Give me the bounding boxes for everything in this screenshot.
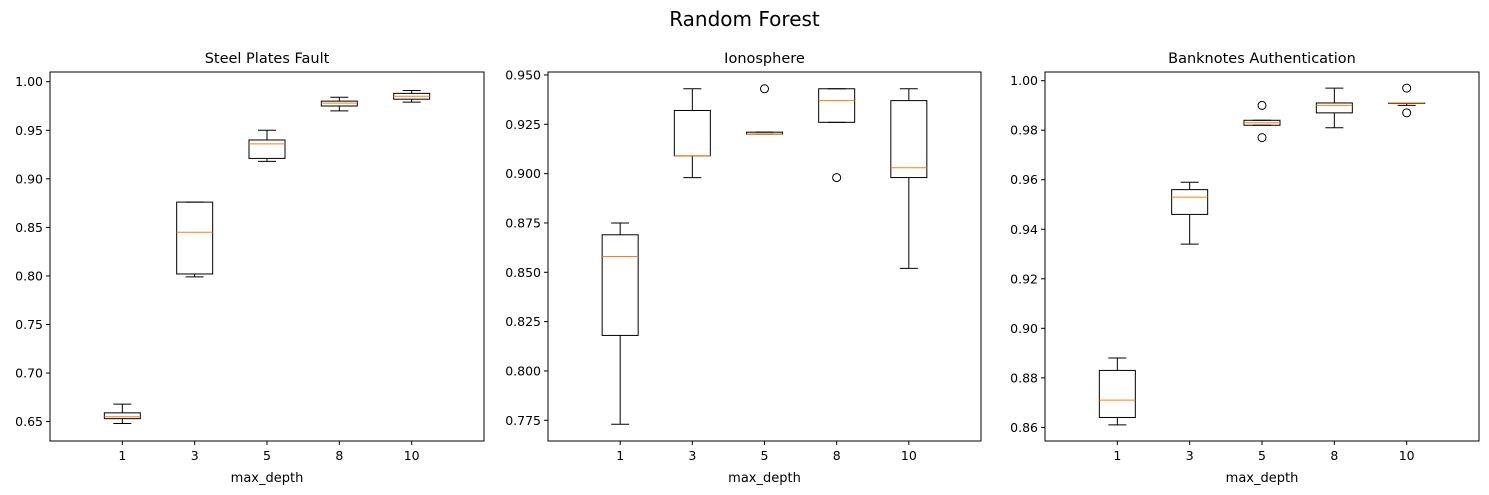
y-tick-label: 0.925 <box>505 117 541 132</box>
y-tick-label: 1.00 <box>15 74 43 89</box>
x-tick-label: 1 <box>118 448 126 463</box>
y-tick-label: 0.85 <box>15 220 43 235</box>
axes-frame <box>49 71 485 442</box>
box-8 <box>320 96 358 112</box>
flier-point <box>760 84 769 94</box>
x-tick-label: 8 <box>335 448 343 463</box>
box-5 <box>248 129 286 162</box>
subplot-title: Ionosphere <box>724 51 805 67</box>
box-iqr <box>890 100 928 179</box>
x-tick-label: 5 <box>263 448 271 463</box>
y-tick-label: 0.950 <box>505 67 541 82</box>
y-tick-label: 0.90 <box>15 171 43 186</box>
flier-point <box>1257 100 1267 110</box>
subplot-title: Steel Plates Fault <box>205 51 330 67</box>
x-tick-label: 3 <box>1186 448 1194 463</box>
box-3 <box>673 88 711 179</box>
box-10 <box>393 89 431 103</box>
box-8 <box>1315 87 1353 129</box>
x-tick-label: 10 <box>1399 448 1415 463</box>
box-iqr <box>818 88 856 123</box>
y-tick-label: 0.94 <box>1010 222 1038 237</box>
box-10 <box>1388 83 1426 118</box>
x-tick-label: 5 <box>1258 448 1266 463</box>
subplot-title: Banknotes Authentication <box>1168 51 1356 67</box>
y-tick-label: 0.95 <box>15 123 43 138</box>
box-10 <box>890 88 928 269</box>
x-tick-label: 1 <box>616 448 624 463</box>
box-iqr <box>103 412 141 420</box>
box-5 <box>1243 100 1281 143</box>
y-tick-label: 0.92 <box>1010 271 1038 286</box>
y-tick-label: 1.00 <box>1010 73 1038 88</box>
y-tick-label: 0.90 <box>1010 321 1038 336</box>
x-tick-label: 10 <box>901 448 917 463</box>
box-3 <box>176 201 214 278</box>
box-5 <box>746 84 783 135</box>
box-iqr <box>1171 189 1209 215</box>
subplots: Steel Plates Fault 0.65 0.70 0.75 0.80 0.85 0.… <box>15 51 1480 486</box>
x-axis-label: max_depth <box>1226 471 1299 486</box>
x-tick-label: 3 <box>688 448 696 463</box>
x-tick-label: 5 <box>761 448 769 463</box>
box-1 <box>103 403 141 425</box>
x-axis-label: max_depth <box>231 471 304 486</box>
y-tick-label: 0.775 <box>505 413 541 428</box>
axes-frame <box>1044 71 1480 442</box>
y-tick-label: 0.900 <box>505 166 541 181</box>
x-axis-label: max_depth <box>728 471 801 486</box>
flier-point <box>1402 83 1412 93</box>
x-tick-label: 1 <box>1113 448 1121 463</box>
y-tick-label: 0.75 <box>15 317 43 332</box>
box-iqr <box>1098 369 1136 418</box>
figure-suptitle: Random Forest <box>669 7 820 31</box>
box-8 <box>818 88 856 183</box>
subplot-1: Steel Plates Fault 0.65 0.70 0.75 0.80 0.85 0.… <box>15 51 485 486</box>
x-tick-label: 10 <box>404 448 420 463</box>
box-1 <box>1098 357 1136 426</box>
box-iqr <box>673 109 711 157</box>
subplot-2: Ionosphere 0.775 0.800 0.825 0.850 0.875 0.900… <box>505 51 982 486</box>
y-tick-label: 0.800 <box>505 363 541 378</box>
y-tick-label: 0.825 <box>505 314 541 329</box>
y-tick-label: 0.86 <box>1010 420 1038 435</box>
box-1 <box>601 222 639 425</box>
flier-point <box>1257 133 1267 143</box>
y-tick-label: 0.65 <box>15 414 43 429</box>
box-iqr <box>248 139 286 159</box>
y-tick-label: 0.850 <box>505 265 541 280</box>
y-tick-label: 0.80 <box>15 268 43 283</box>
flier-point <box>832 173 842 183</box>
subplot-3: Banknotes Authentication 0.86 0.88 0.90 0.92… <box>1010 51 1480 486</box>
y-tick-label: 0.70 <box>15 366 43 381</box>
flier-point <box>1402 108 1412 118</box>
y-tick-label: 0.88 <box>1010 370 1038 385</box>
y-tick-label: 0.875 <box>505 215 541 230</box>
x-tick-label: 8 <box>833 448 841 463</box>
box-iqr <box>601 234 639 336</box>
box-iqr <box>1315 102 1353 114</box>
x-tick-label: 3 <box>191 448 199 463</box>
box-iqr <box>176 201 214 275</box>
x-tick-label: 8 <box>1330 448 1338 463</box>
y-tick-label: 0.96 <box>1010 172 1038 187</box>
box-3 <box>1171 181 1209 245</box>
y-tick-label: 0.98 <box>1010 123 1038 138</box>
